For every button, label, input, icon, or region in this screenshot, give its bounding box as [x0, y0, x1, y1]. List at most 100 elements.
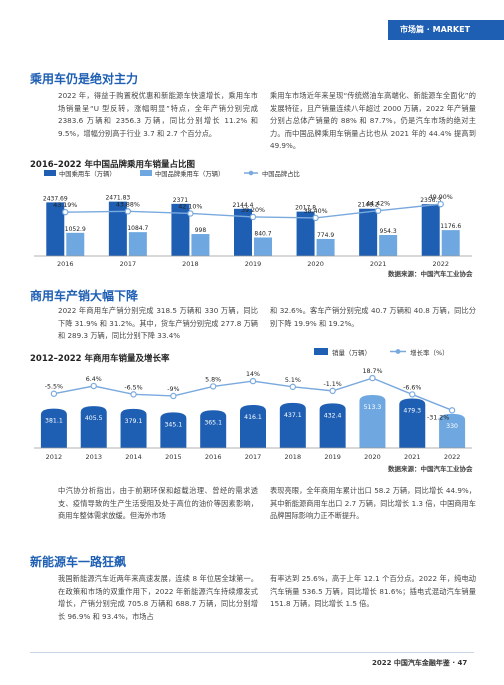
share-point	[249, 213, 257, 221]
growth-point	[409, 391, 416, 398]
bar-label-brand: 954.3	[380, 228, 397, 235]
bar-passenger	[46, 202, 65, 256]
bar-passenger	[108, 201, 127, 256]
bar-passenger	[234, 208, 252, 256]
x-tick-label: 2013	[85, 453, 102, 461]
bar-label-sales: 432.4	[324, 412, 342, 419]
growth-point	[448, 407, 456, 414]
growth-label: 14%	[246, 371, 260, 378]
bar-sales	[319, 403, 346, 448]
legend-swatch-sales	[314, 348, 328, 355]
bar-sales	[40, 408, 67, 448]
x-tick-label: 2019	[324, 453, 341, 461]
bar-sales	[399, 398, 426, 448]
bar-sales	[120, 408, 147, 448]
bar-passenger	[359, 208, 378, 256]
legend-label-passenger: 中国乘用车（万辆）	[59, 169, 116, 178]
bar-label-sales: 379.1	[125, 418, 143, 425]
growth-point	[329, 387, 336, 395]
chart1-source: 数据来源：中国汽车工业协会	[388, 270, 473, 278]
growth-point	[249, 377, 257, 385]
bar-passenger	[171, 203, 190, 256]
bar-label-sales: 405.5	[85, 415, 103, 422]
bar-passenger	[421, 204, 440, 256]
bar-brand	[441, 230, 460, 256]
bar-sales	[200, 410, 227, 448]
bar-label-passenger: 2144.4	[233, 202, 254, 209]
bar-label-brand: 998	[195, 227, 207, 234]
x-tick-label: 2021	[370, 260, 387, 268]
x-tick-label: 2012	[46, 453, 63, 461]
section-title-passenger: 乘用车仍是绝对主力	[30, 72, 139, 86]
chart2-title: 2012–2022 年商用车销量及增长率	[30, 354, 170, 364]
x-tick-label: 2022	[444, 453, 461, 461]
growth-point	[369, 374, 376, 382]
share-label: 43.88%	[116, 201, 140, 208]
x-tick-label: 2018	[285, 453, 302, 461]
bar-brand	[191, 234, 210, 256]
bar-label-sales: 365.1	[204, 419, 222, 426]
growth-label: 18.7%	[362, 368, 382, 375]
x-tick-label: 2016	[205, 453, 222, 461]
chart2-source: 数据来源：中国汽车工业协会	[388, 465, 473, 473]
share-label: 43.19%	[53, 202, 77, 209]
bar-sales	[439, 413, 466, 448]
growth-label: -5.5%	[45, 384, 63, 391]
bar-brand	[66, 232, 85, 256]
x-tick-label: 2018	[182, 260, 199, 268]
bar-brand	[128, 232, 147, 256]
x-tick-label: 2016	[57, 260, 74, 268]
growth-label: -1.1%	[323, 381, 341, 388]
x-tick-label: 2022	[432, 260, 449, 268]
share-point	[187, 210, 194, 217]
growth-label: -31.2%	[427, 414, 449, 421]
legend-label-share: 中国品牌占比	[262, 169, 300, 178]
growth-point	[170, 392, 177, 400]
share-point	[437, 200, 444, 208]
growth-label: 6.4%	[86, 376, 102, 383]
legend-swatch-passenger	[44, 170, 56, 176]
share-point	[312, 214, 319, 222]
share-label: 42.10%	[178, 203, 202, 210]
chart1-title: 2016–2022 年中国品牌乘用车销量占比图	[30, 160, 196, 170]
bar-sales	[160, 412, 187, 448]
bar-brand	[379, 235, 398, 256]
share-point	[374, 207, 382, 214]
share-label: 39.20%	[241, 207, 265, 214]
chart-commercial-sales-growth: 销量（万辆） 增长率（%） 381.1 2012 405.5 2013 379.1 2014 3…	[34, 348, 472, 461]
growth-point	[289, 383, 297, 391]
growth-point	[209, 383, 217, 390]
growth-label: 5.8%	[205, 376, 221, 383]
paragraph-commercial-right: 和 32.6%。客车产销分别完成 40.7 万辆和 40.8 万辆，同比分别下降…	[270, 306, 476, 328]
share-label: 49.90%	[429, 194, 453, 201]
section-title-nev: 新能源车一路狂飙	[30, 555, 127, 569]
x-tick-label: 2021	[404, 453, 421, 461]
bar-label-sales: 416.1	[244, 414, 262, 421]
bar-label-sales: 330	[446, 423, 458, 430]
bar-label-sales: 345.1	[165, 421, 183, 428]
paragraph-analysis-left: 中汽协分析指出，由于前期环保和超载治理、曾经的需求透支、疫情导致的生产生活受阻及…	[58, 486, 258, 520]
chart-passenger-brand-share: 中国乘用车（万辆） 中国品牌乘用车（万辆） 中国品牌占比 2437.69 1052.9 2…	[34, 169, 472, 268]
paragraph-nev-left: 我国新能源汽车近两年来高速发展，连续 8 年位居全球第一。在政策和市场的双重作用…	[58, 574, 258, 621]
bar-label-brand: 1084.7	[127, 225, 148, 232]
share-point	[62, 208, 69, 216]
bar-label-brand: 840.7	[254, 231, 271, 238]
bar-label-sales: 479.3	[403, 407, 421, 414]
bar-passenger	[296, 211, 315, 256]
paragraph-passenger-left: 2022 年，得益于购置税优惠和新能源车快速增长，乘用车市场销量呈“U 型反转，…	[58, 91, 258, 138]
growth-point	[90, 382, 97, 390]
bar-label-sales: 381.1	[45, 418, 63, 425]
legend-label-brand: 中国品牌乘用车（万辆）	[155, 169, 224, 178]
growth-point	[50, 390, 58, 397]
growth-label: -6.6%	[403, 384, 421, 391]
bar-label-passenger: 2371	[173, 197, 188, 204]
bar-label-brand: 774.9	[317, 232, 334, 239]
growth-label: -9%	[167, 386, 179, 393]
bar-sales	[240, 405, 266, 448]
growth-label: 5.1%	[285, 377, 301, 384]
share-point	[124, 208, 132, 215]
paragraph-analysis-right: 表现亮眼，全年商用车累计出口 58.2 万辆，同比增长 44.9%，其中新能源商…	[270, 486, 476, 520]
bar-label-passenger: 2148.2	[358, 202, 379, 209]
legend-marker-growth	[395, 349, 401, 354]
legend-label-sales: 销量（万辆）	[332, 348, 371, 357]
